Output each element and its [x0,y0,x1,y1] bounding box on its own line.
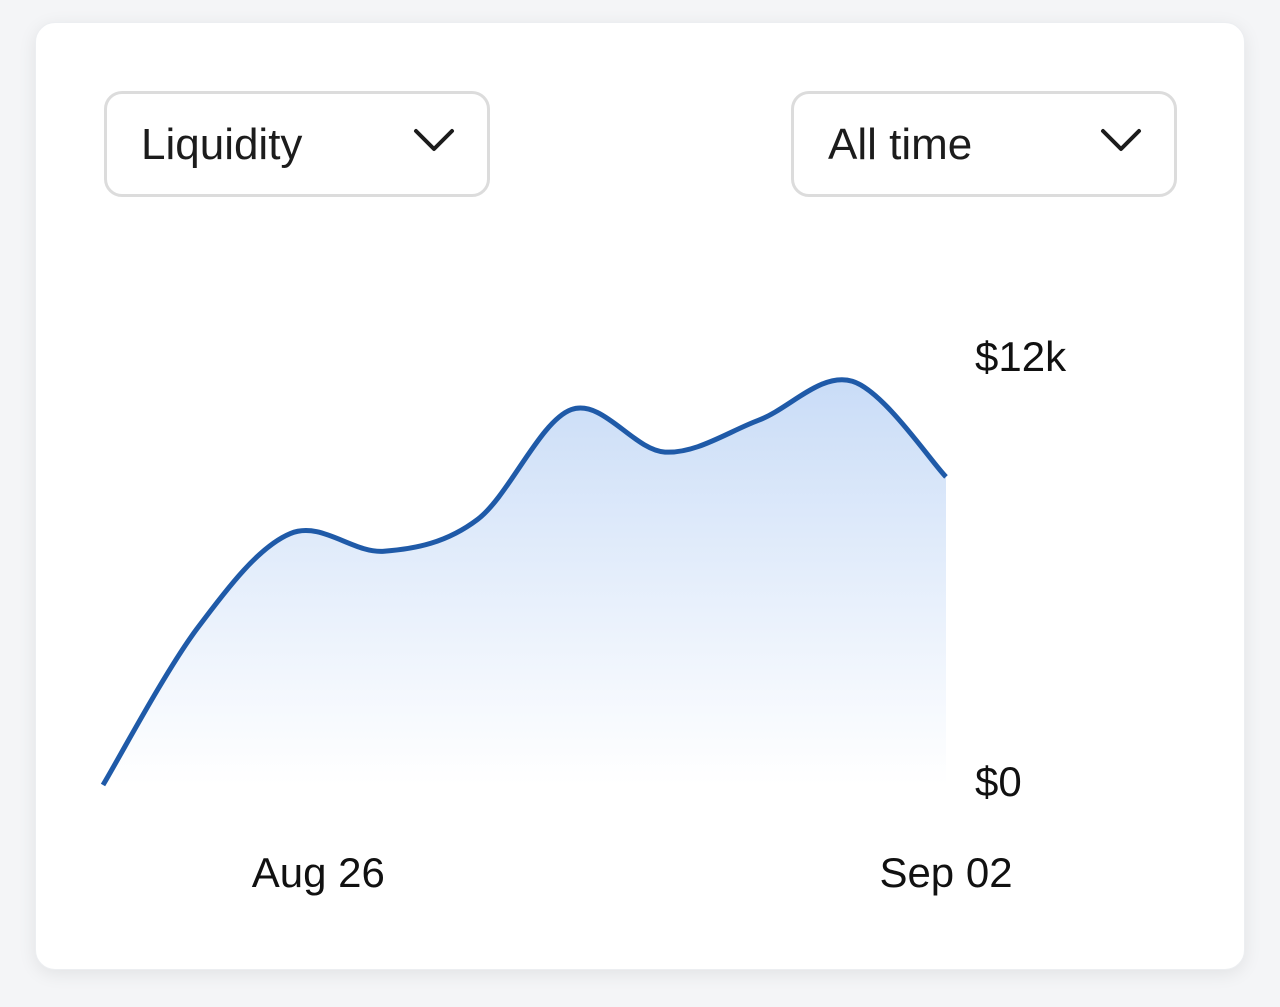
dropdown-label: All time [828,120,973,169]
area [103,379,946,785]
metric-dropdown[interactable]: Liquidity [104,91,490,197]
x-tick-label: Sep 02 [879,849,1012,896]
card: Liquidity All time [35,22,1245,970]
dropdown-label: Liquidity [141,120,303,169]
chevron [414,129,454,151]
y-tick-label: $12k [975,333,1067,380]
y-tick-label: $0 [975,758,1022,805]
chevron [1101,129,1141,151]
line [100,377,948,787]
range-dropdown[interactable]: All time [791,91,1177,197]
x-tick-label: Aug 26 [252,849,385,896]
